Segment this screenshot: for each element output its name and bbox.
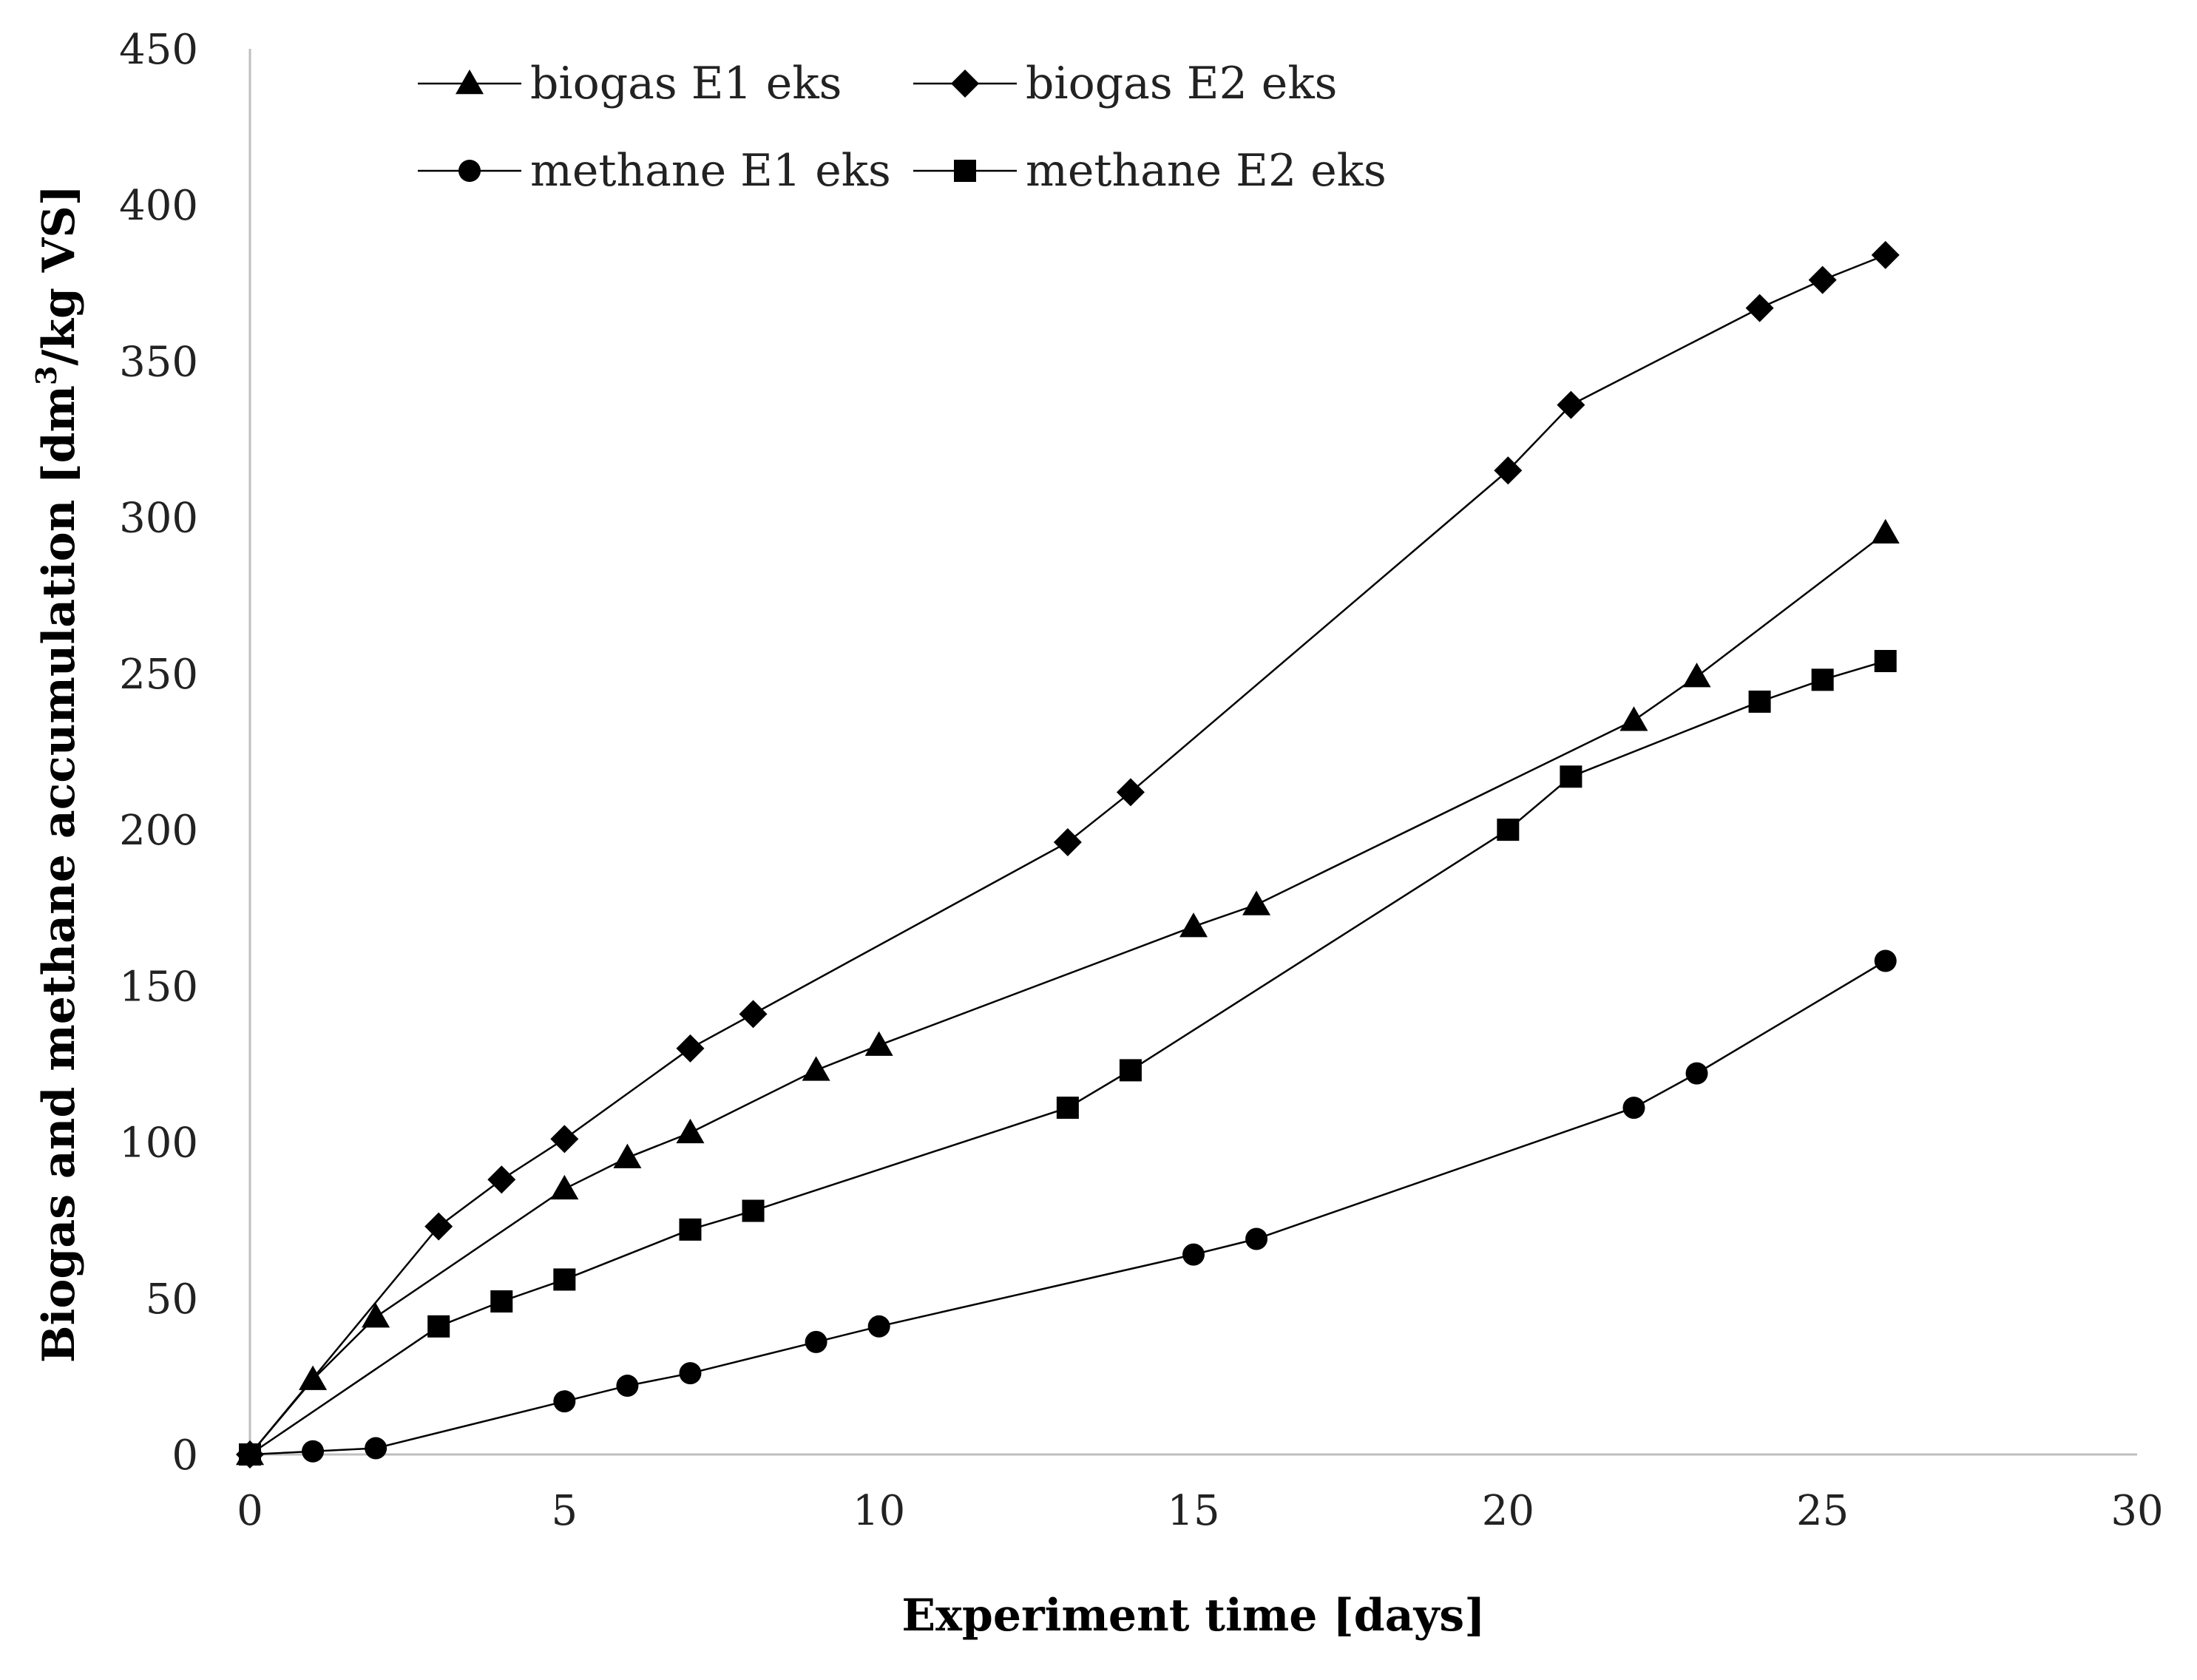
data-point (362, 1303, 390, 1328)
data-point (553, 1390, 576, 1413)
legend-marker (456, 70, 484, 95)
x-tick-label: 20 (1482, 1487, 1534, 1535)
data-point (1745, 294, 1774, 322)
y-tick-label: 300 (119, 495, 198, 543)
legend-item: biogas E2 eks (913, 58, 1337, 109)
data-point (739, 1000, 768, 1029)
data-point (1560, 765, 1582, 788)
data-point (1116, 778, 1145, 807)
legend-marker (951, 70, 979, 98)
legend-marker (458, 160, 481, 182)
data-point (742, 1199, 765, 1222)
series-line (249, 960, 1886, 1456)
data-point (1874, 949, 1897, 972)
data-point (1242, 890, 1271, 915)
data-point (1497, 819, 1520, 841)
data-point (1874, 649, 1897, 672)
data-point (424, 1212, 453, 1241)
legend-label: biogas E2 eks (1026, 58, 1337, 109)
data-point (553, 1268, 576, 1291)
y-tick-label: 100 (119, 1120, 198, 1168)
data-point (1685, 1062, 1708, 1085)
legend-label: methane E2 eks (1026, 145, 1387, 197)
y-tick-label: 400 (119, 182, 198, 230)
legend-item: biogas E1 eks (418, 58, 842, 109)
data-point (676, 1118, 705, 1144)
data-point (1748, 690, 1771, 713)
legend: biogas E1 eks biogas E2 eks methane E1 eks… (418, 58, 1387, 197)
x-tick-label: 25 (1796, 1487, 1849, 1535)
data-point (1053, 828, 1082, 857)
data-point (490, 1290, 513, 1313)
data-point (616, 1375, 639, 1398)
x-axis-title: Experiment time [days] (901, 1590, 1485, 1642)
legend-item: methane E1 eks (418, 145, 891, 197)
data-point (1245, 1227, 1268, 1250)
x-tick-label: 30 (2110, 1487, 2163, 1535)
legend-marker (954, 160, 976, 182)
data-point (1619, 706, 1648, 731)
y-tick-label: 200 (119, 807, 198, 855)
y-tick-label: 50 (146, 1276, 198, 1324)
data-point (1494, 456, 1523, 485)
x-tick-label: 10 (853, 1487, 905, 1535)
data-point (679, 1362, 702, 1385)
data-point (613, 1143, 642, 1168)
x-tick-label: 0 (237, 1487, 263, 1535)
series-triangle (236, 518, 1900, 1466)
data-point (867, 1315, 890, 1338)
series-line (249, 660, 1886, 1456)
data-point (1182, 1243, 1205, 1266)
data-point (1056, 1097, 1079, 1120)
data-point (427, 1315, 450, 1338)
legend-label: methane E1 eks (530, 145, 891, 197)
data-point (550, 1125, 579, 1154)
data-point (1622, 1097, 1645, 1120)
data-point (1871, 240, 1900, 269)
data-point (365, 1437, 387, 1460)
series-circle (239, 949, 1897, 1466)
y-tick-label: 350 (119, 338, 198, 386)
x-tick-label: 5 (552, 1487, 578, 1535)
y-tick-label: 0 (172, 1432, 198, 1480)
data-point (1811, 668, 1834, 691)
data-point (679, 1218, 702, 1241)
y-axis-title: Biogas and methane accumulation [dm3/kg … (30, 185, 85, 1363)
series-diamond (236, 240, 1900, 1469)
data-point (802, 1056, 830, 1081)
data-point (487, 1165, 516, 1194)
y-tick-label: 250 (119, 651, 198, 699)
series-line (249, 532, 1886, 1455)
data-point (805, 1330, 827, 1353)
data-point (302, 1440, 325, 1463)
y-tick-label: 150 (119, 963, 198, 1011)
data-point (1179, 912, 1208, 938)
data-point (1682, 663, 1711, 688)
series-square (239, 649, 1897, 1466)
data-point (239, 1443, 261, 1466)
legend-item: methane E2 eks (913, 145, 1387, 197)
axes: 0 50 100 150 200 250 300 350 400 450 0 5 10 15 20 25 30 (119, 26, 2164, 1535)
x-tick-label: 15 (1167, 1487, 1219, 1535)
data-point (1871, 518, 1900, 544)
data-point (864, 1031, 893, 1056)
plot-area (236, 240, 1900, 1469)
y-tick-label: 450 (119, 26, 198, 74)
data-point (1119, 1059, 1142, 1082)
data-point (1557, 390, 1585, 419)
data-point (676, 1034, 705, 1063)
data-point (1808, 265, 1837, 294)
data-point (550, 1174, 579, 1200)
legend-label: biogas E1 eks (530, 58, 842, 109)
